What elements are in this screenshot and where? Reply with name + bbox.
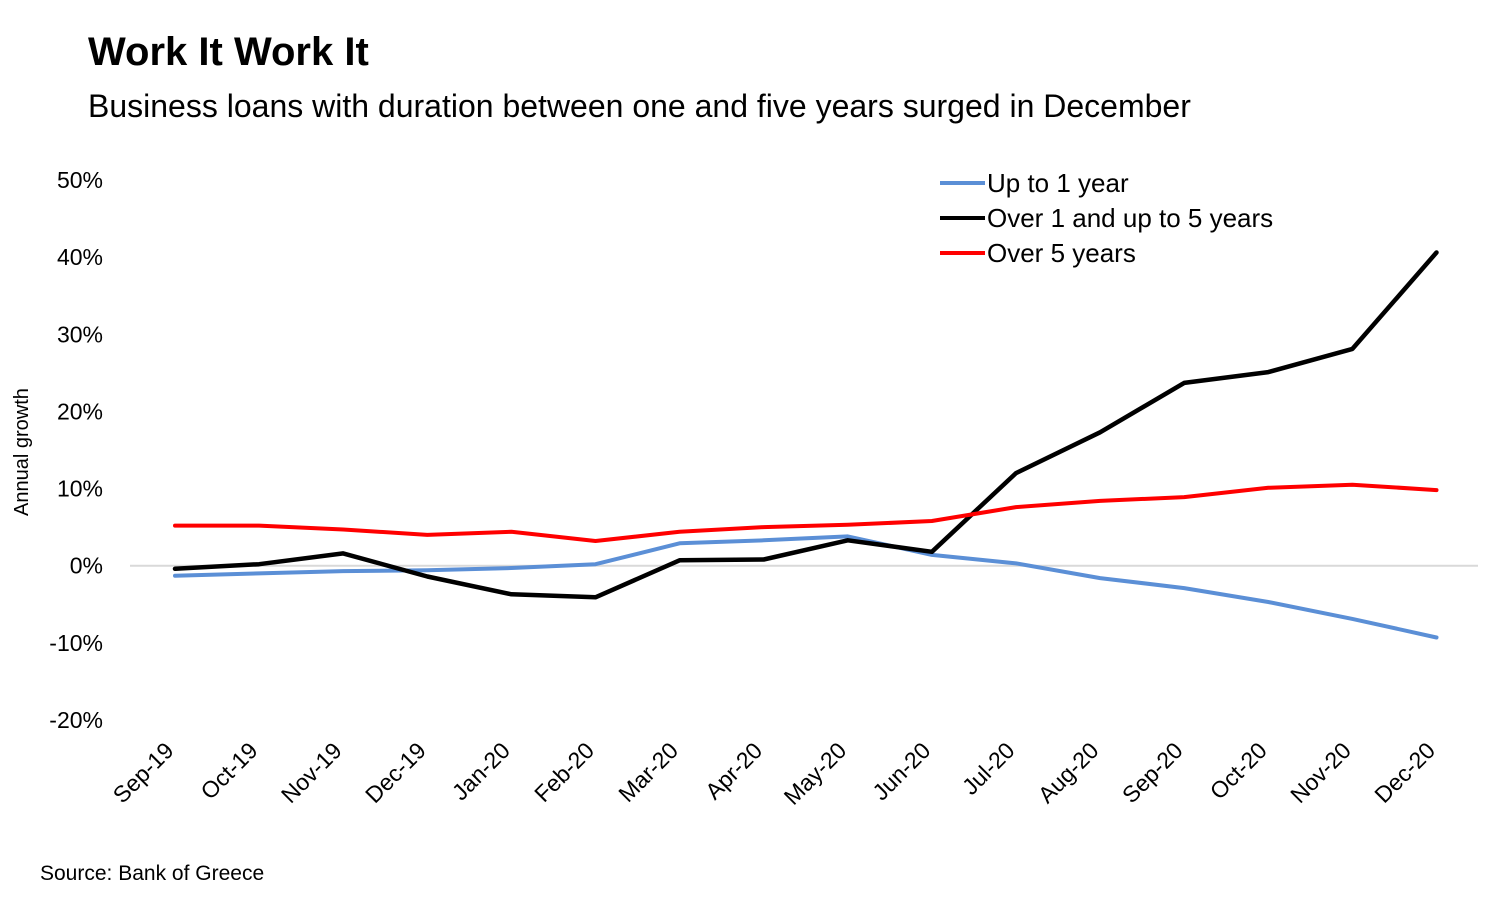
x-tick-label: Sep-19 xyxy=(108,737,179,808)
x-tick-label: Jul-20 xyxy=(957,737,1020,800)
legend: Up to 1 year Over 1 and up to 5 years Over… xyxy=(940,168,1273,268)
legend-label: Up to 1 year xyxy=(987,168,1129,198)
x-tick-label: Dec-19 xyxy=(360,737,431,808)
x-tick-label: Mar-20 xyxy=(613,737,683,807)
x-tick-label: Jun-20 xyxy=(867,737,935,805)
x-tick-label: Nov-20 xyxy=(1285,737,1356,808)
legend-label: Over 1 and up to 5 years xyxy=(987,203,1273,233)
y-axis-label: Annual growth xyxy=(11,388,33,516)
x-tick-label: Oct-19 xyxy=(195,737,262,804)
chart-subtitle: Business loans with duration between one… xyxy=(88,88,1191,124)
series-lines xyxy=(172,250,1439,640)
y-tick-label: 0% xyxy=(70,553,103,579)
x-tick-label: Apr-20 xyxy=(700,737,767,804)
series-line-1 xyxy=(173,534,1439,640)
y-tick-label: 20% xyxy=(57,398,103,424)
legend-label: Over 5 years xyxy=(987,238,1136,268)
chart-title: Work It Work It xyxy=(88,30,369,74)
x-tick-label: May-20 xyxy=(779,737,852,810)
y-tick-label: 10% xyxy=(57,476,103,502)
y-tick-label: 40% xyxy=(57,244,103,270)
series-line-3 xyxy=(173,482,1439,543)
y-tick-label: -10% xyxy=(49,630,103,656)
x-axis: Sep-19 Oct-19 Nov-19 Dec-19 Jan-20 Feb-20 Mar-… xyxy=(108,737,1440,810)
x-tick-label: Sep-20 xyxy=(1117,737,1188,808)
y-tick-label: 30% xyxy=(57,321,103,347)
x-tick-label: Feb-20 xyxy=(529,737,599,807)
y-axis: 50% 40% 30% 20% 10% 0% -10% -20% xyxy=(49,167,103,733)
series-line-2 xyxy=(172,250,1439,600)
y-tick-label: 50% xyxy=(57,167,103,193)
x-tick-label: Jan-20 xyxy=(447,737,515,805)
x-tick-label: Dec-20 xyxy=(1369,737,1440,808)
x-tick-label: Nov-19 xyxy=(276,737,347,808)
source-note: Source: Bank of Greece xyxy=(40,862,265,885)
x-tick-label: Aug-20 xyxy=(1033,737,1104,808)
y-tick-label: -20% xyxy=(49,707,103,733)
x-tick-label: Oct-20 xyxy=(1205,737,1272,804)
